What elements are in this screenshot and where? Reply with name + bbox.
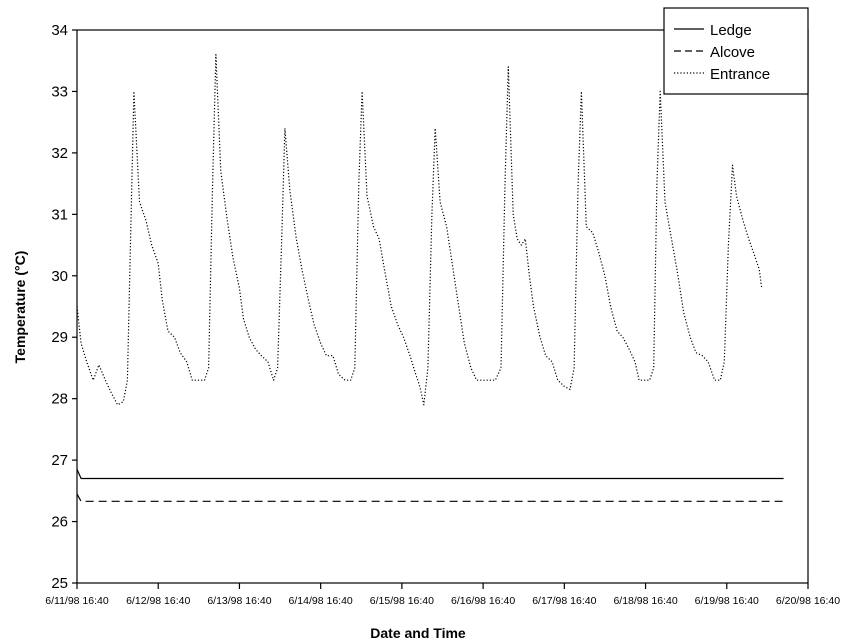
legend: Ledge Alcove Entrance <box>663 7 809 95</box>
x-tick-label: 6/15/98 16:40 <box>370 595 434 607</box>
x-tick-label: 6/13/98 16:40 <box>207 595 271 607</box>
legend-label-alcove: Alcove <box>710 44 755 61</box>
x-axis-title: Date and Time <box>370 625 466 641</box>
x-tick-label: 6/18/98 16:40 <box>613 595 677 607</box>
y-tick-label: 26 <box>51 514 68 531</box>
legend-label-entrance: Entrance <box>710 66 770 83</box>
y-tick-label: 34 <box>51 22 68 39</box>
y-tick-label: 32 <box>51 145 68 162</box>
legend-label-ledge: Ledge <box>710 22 752 39</box>
x-tick-label: 6/17/98 16:40 <box>532 595 596 607</box>
x-tick-label: 6/11/98 16:40 <box>45 595 109 607</box>
x-tick-label: 6/12/98 16:40 <box>126 595 190 607</box>
y-tick-label: 30 <box>51 268 68 285</box>
y-tick-label: 25 <box>51 575 68 592</box>
y-axis-title: Temperature (°C) <box>12 251 28 364</box>
series-line-alcove <box>76 493 784 502</box>
x-tick-label: 6/16/98 16:40 <box>451 595 515 607</box>
x-tick-label: 6/19/98 16:40 <box>695 595 759 607</box>
x-tick-label: 6/20/98 16:40 <box>776 595 840 607</box>
series-line-entrance <box>76 54 763 406</box>
series-line-ledge <box>76 469 784 480</box>
plot-area-frame <box>76 29 809 584</box>
y-tick-label: 33 <box>51 83 68 100</box>
x-axis-ticks: 6/11/98 16:40 6/12/98 16:40 6/13/98 16:40 6… <box>45 583 840 607</box>
y-axis-ticks: 25 26 27 28 29 30 31 32 33 34 <box>51 22 77 592</box>
series-layer <box>76 54 784 502</box>
y-tick-label: 27 <box>51 452 68 469</box>
y-tick-label: 31 <box>51 206 68 223</box>
x-tick-label: 6/14/98 16:40 <box>289 595 353 607</box>
y-tick-label: 28 <box>51 391 68 408</box>
y-tick-label: 29 <box>51 329 68 346</box>
